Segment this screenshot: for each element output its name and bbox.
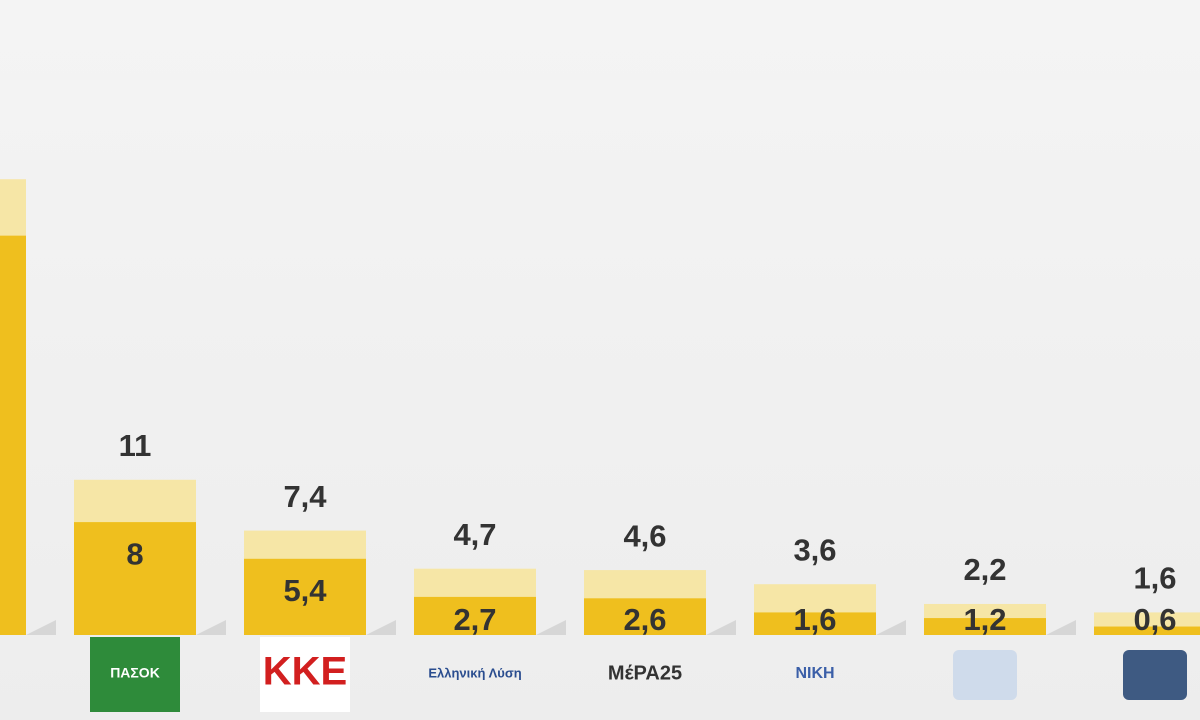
x-tick-label: ΝΙΚΗ: [795, 665, 834, 682]
value-label: 4,6: [623, 518, 666, 553]
value-label: 5,4: [283, 573, 327, 608]
value-label: 4,7: [453, 517, 496, 552]
x-tick-label: ΠΑΣΟΚ: [110, 665, 160, 681]
value-label: 2,6: [623, 602, 666, 637]
bar: [1094, 626, 1200, 635]
bar-shadow: [366, 620, 396, 635]
party-logo: [953, 650, 1017, 700]
bar-shadow: [876, 620, 906, 635]
bar-shadow: [196, 620, 226, 635]
x-tick-label: ΜέΡΑ25: [608, 662, 682, 684]
bar: [244, 558, 366, 635]
value-label: 1,6: [1133, 561, 1176, 596]
value-label: 2,2: [963, 552, 1006, 587]
value-label: 3,6: [793, 532, 836, 567]
bar: [754, 612, 876, 635]
bar-shadow: [706, 620, 736, 635]
value-label: 11: [119, 428, 152, 463]
party-logo: [1123, 650, 1187, 700]
x-tick-label: Ελληνική Λύση: [428, 665, 521, 680]
bar: [0, 235, 26, 635]
party-logo: [90, 637, 180, 712]
bar: [584, 598, 706, 635]
value-label: 8: [126, 536, 143, 571]
bar-shadow: [1046, 620, 1076, 635]
value-label: 0,6: [1133, 602, 1176, 637]
bar: [414, 596, 536, 635]
value-label: 7,4: [283, 479, 327, 514]
value-label: 1,6: [793, 602, 836, 637]
bar: [74, 522, 196, 635]
value-label: 2,7: [453, 602, 496, 637]
party-logo: [260, 637, 350, 712]
bar: [924, 618, 1046, 635]
x-tick-label: ΚΚΕ: [263, 650, 347, 694]
bar-shadow: [536, 620, 566, 635]
bar-shadow: [26, 620, 56, 635]
value-label: 1,2: [963, 602, 1006, 637]
